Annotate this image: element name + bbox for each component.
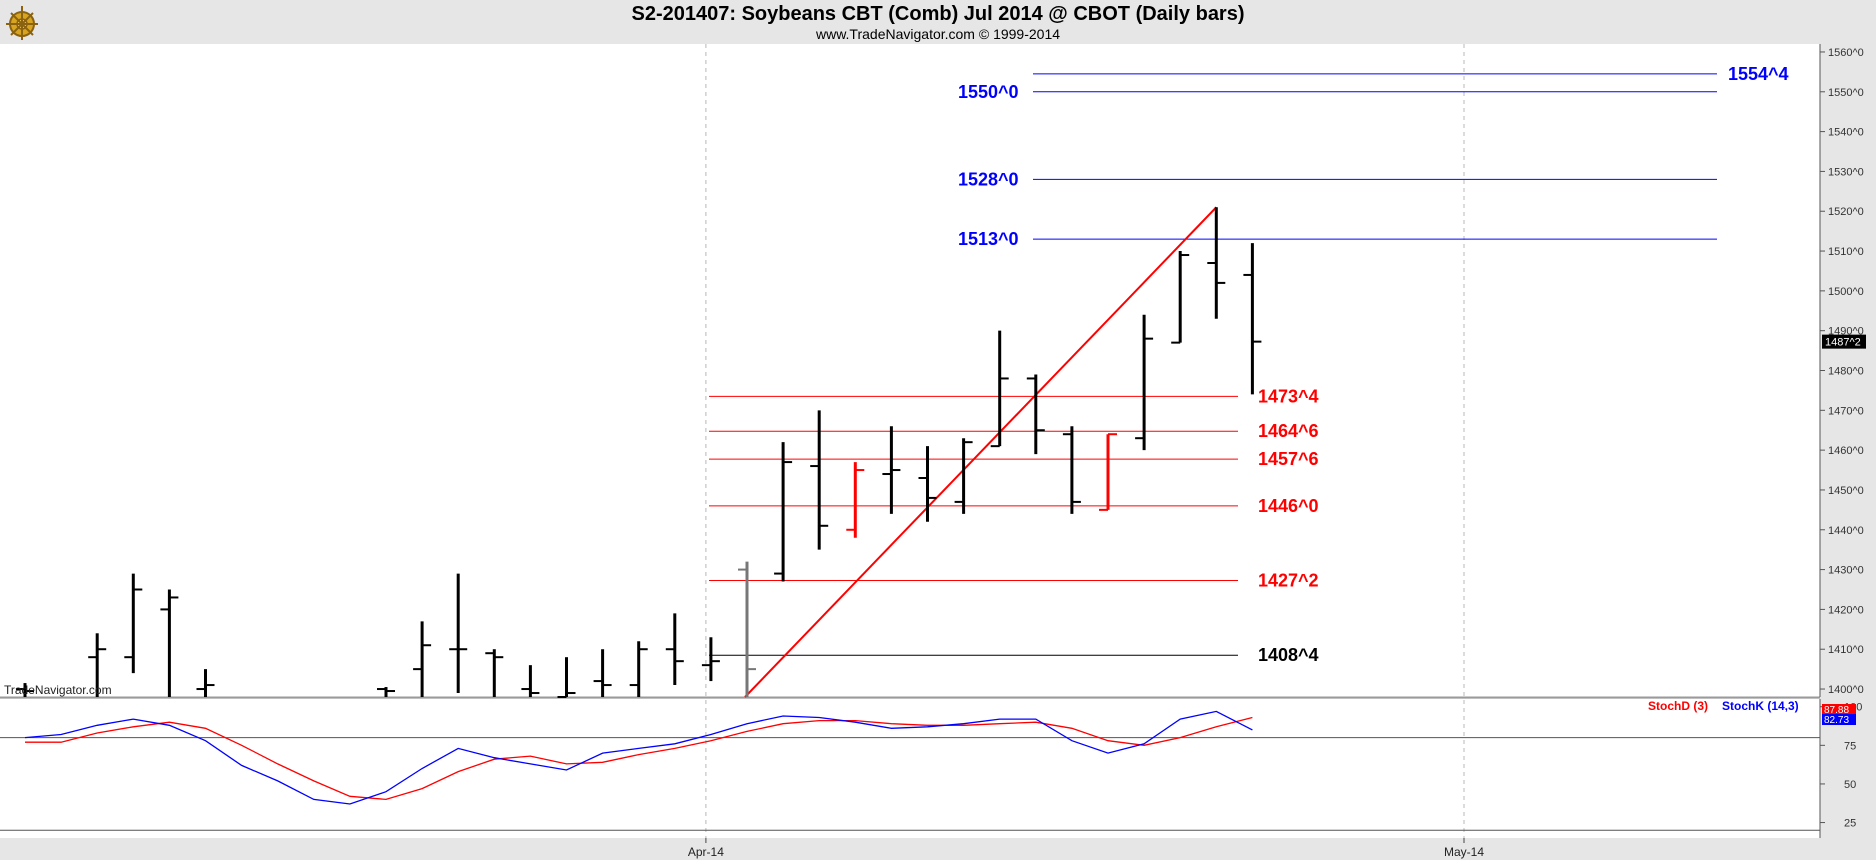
price-bar[interactable] [1062, 426, 1081, 514]
resistance-label: 1554^4 [1728, 64, 1789, 84]
last-price-marker [1822, 334, 1866, 349]
price-bar[interactable] [593, 649, 612, 697]
trendline[interactable] [744, 206, 1218, 698]
indicator-last-value-label: 82.73 [1824, 715, 1849, 726]
price-tick-label: 1450^0 [1828, 485, 1864, 497]
chart-header: S2-201407: Soybeans CBT (Comb) Jul 2014 … [0, 0, 1876, 44]
chart-title: S2-201407: Soybeans CBT (Comb) Jul 2014 … [631, 3, 1245, 25]
price-tick-label: 1430^0 [1828, 565, 1864, 577]
indicator-tick-label: 75 [1844, 740, 1856, 752]
price-bar[interactable] [1135, 314, 1154, 451]
price-bar[interactable] [738, 561, 756, 697]
price-plot-area[interactable] [0, 44, 1820, 697]
last-price-label: 1487^2 [1825, 337, 1861, 349]
indicator-tick-label: 50 [1844, 779, 1856, 791]
stochastic-series-line[interactable] [24, 710, 1253, 805]
indicator-last-value-marker [1822, 714, 1856, 725]
price-bar[interactable] [557, 657, 576, 698]
price-bar[interactable] [918, 446, 937, 522]
price-axis-panel [1820, 44, 1876, 697]
support-label: 1446^0 [1258, 496, 1319, 516]
price-bar[interactable] [954, 438, 973, 514]
date-tick-label: Apr-14 [688, 845, 724, 859]
legend-stochk: StochK (14,3) [1722, 699, 1799, 713]
price-bar[interactable] [449, 573, 468, 694]
price-tick-label: 1500^0 [1828, 286, 1864, 298]
price-tick-label: 1530^0 [1828, 166, 1864, 178]
resistance-label: 1513^0 [958, 229, 1019, 249]
price-tick-label: 1520^0 [1828, 206, 1864, 218]
price-bar[interactable] [377, 687, 395, 697]
price-bar[interactable] [665, 613, 684, 686]
price-bar[interactable] [124, 573, 143, 674]
price-tick-label: 1480^0 [1828, 366, 1864, 378]
price-bar[interactable] [701, 637, 720, 682]
resistance-label: 1550^0 [958, 82, 1019, 102]
price-bar[interactable] [810, 410, 829, 550]
price-bar[interactable] [1026, 374, 1045, 455]
price-bar[interactable] [160, 589, 179, 697]
price-bar[interactable] [16, 683, 34, 697]
support-label: 1457^6 [1258, 449, 1319, 469]
price-bar[interactable] [629, 641, 648, 697]
price-bar[interactable] [1171, 251, 1190, 344]
support-label: 1464^6 [1258, 421, 1319, 441]
price-tick-label: 1550^0 [1828, 87, 1864, 99]
price-tick-label: 1460^0 [1828, 445, 1864, 457]
tradenavigator-logo-icon [6, 6, 38, 40]
support-label: 1473^4 [1258, 386, 1319, 406]
legend-stochd: StochD (3) [1648, 699, 1708, 713]
resistance-label: 1528^0 [958, 169, 1019, 189]
indicator-plot-area[interactable] [0, 699, 1820, 838]
price-bar[interactable] [1243, 243, 1262, 395]
indicator-last-value-marker [1822, 704, 1856, 715]
price-bar[interactable] [990, 330, 1009, 448]
indicator-last-value-label: 87.88 [1824, 705, 1849, 716]
watermark: TradeNavigator.com [4, 683, 112, 697]
support-label: 1427^2 [1258, 571, 1319, 591]
price-bar[interactable] [88, 633, 107, 697]
price-bar[interactable] [1099, 433, 1117, 511]
price-tick-label: 1400^0 [1828, 684, 1864, 696]
price-bar[interactable] [1207, 207, 1226, 319]
price-tick-label: 1470^0 [1828, 405, 1864, 417]
price-bar[interactable] [882, 426, 901, 514]
price-tick-label: 1410^0 [1828, 644, 1864, 656]
price-bar[interactable] [485, 649, 504, 697]
date-axis-panel [0, 838, 1876, 860]
price-bar[interactable] [774, 442, 793, 582]
price-bar[interactable] [413, 621, 432, 697]
chart-subtitle: www.TradeNavigator.com © 1999-2014 [815, 26, 1061, 42]
indicator-tick-label: 25 [1844, 818, 1856, 830]
price-bar[interactable] [846, 462, 865, 538]
price-tick-label: 1560^0 [1828, 47, 1864, 59]
price-bar[interactable] [521, 665, 540, 697]
price-bar[interactable] [196, 669, 215, 697]
stochastic-series-line[interactable] [25, 716, 1253, 801]
price-tick-label: 1510^0 [1828, 246, 1864, 258]
neutral-label: 1408^4 [1258, 645, 1319, 665]
date-tick-label: May-14 [1444, 845, 1484, 859]
price-tick-label: 1540^0 [1828, 127, 1864, 139]
price-tick-label: 1440^0 [1828, 525, 1864, 537]
price-tick-label: 1420^0 [1828, 604, 1864, 616]
